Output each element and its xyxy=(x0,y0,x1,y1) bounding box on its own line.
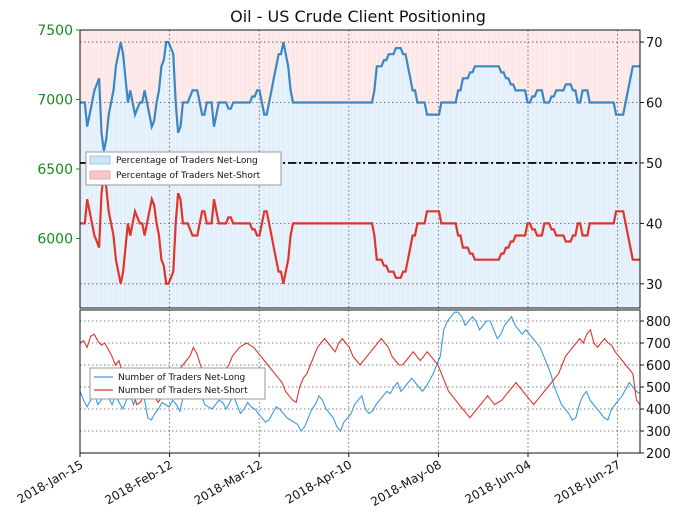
right-tick-label: 40 xyxy=(646,217,663,232)
left-tick-label: 6500 xyxy=(37,162,73,178)
left-tick-label: 6000 xyxy=(37,232,73,248)
x-tick-label: 2018-Jun-27 xyxy=(552,457,623,506)
legend-swatch-net-short xyxy=(89,170,111,180)
left-tick-label: 7500 xyxy=(37,23,73,39)
legend-label-net-long: Percentage of Traders Net-Long xyxy=(116,156,258,166)
bottom-tick-label: 300 xyxy=(646,425,671,440)
bottom-tick-label: 200 xyxy=(646,447,671,462)
x-tick-label: 2018-Jan-15 xyxy=(15,457,86,506)
top-left-axis: 7500 7000 6500 6000 xyxy=(37,23,80,248)
top-panel: 7500 7000 6500 6000 70 60 50 40 30 Percentage o… xyxy=(37,23,663,309)
top-legend: Percentage of Traders Net-Long Percentag… xyxy=(85,151,282,186)
net-long-shading xyxy=(80,42,640,308)
legend-label-net-short: Percentage of Traders Net-Short xyxy=(116,171,261,181)
right-tick-label: 70 xyxy=(646,36,663,51)
series-pct-net-short xyxy=(80,174,640,285)
bottom-legend: Number of Traders Net-Long Number of Tra… xyxy=(89,367,266,400)
series-pct-net-long xyxy=(80,41,640,152)
x-axis: 2018-Jan-15 2018-Feb-12 2018-Mar-12 2018-Ap… xyxy=(15,453,623,509)
x-tick-label: 2018-Feb-12 xyxy=(103,457,176,507)
legend-swatch-net-long xyxy=(89,155,111,165)
top-right-axis: 70 60 50 40 30 xyxy=(640,36,663,293)
bottom-tick-label: 500 xyxy=(646,381,671,396)
top-panel-series xyxy=(80,41,640,285)
right-tick-label: 30 xyxy=(646,278,663,293)
right-tick-label: 60 xyxy=(646,97,663,112)
chart-title: Oil - US Crude Client Positioning xyxy=(230,7,486,26)
bottom-panel: 800 700 600 500 400 300 200 Number of Traders … xyxy=(79,309,671,462)
series-traders-net-long xyxy=(79,311,641,433)
bottom-tick-label: 600 xyxy=(646,359,671,374)
right-tick-label: 50 xyxy=(646,157,663,172)
legend-label-traders-short: Number of Traders Net-Short xyxy=(118,386,248,396)
bottom-tick-label: 700 xyxy=(646,337,671,352)
legend-label-traders-long: Number of Traders Net-Long xyxy=(118,373,245,383)
bottom-tick-label: 400 xyxy=(646,403,671,418)
x-tick-label: 2018-May-08 xyxy=(368,457,443,509)
x-tick-label: 2018-Jun-04 xyxy=(463,457,534,506)
left-tick-label: 7000 xyxy=(37,93,73,109)
x-tick-label: 2018-Apr-10 xyxy=(283,457,354,506)
bottom-right-axis: 800 700 600 500 400 300 200 xyxy=(640,315,671,462)
x-tick-label: 2018-Mar-12 xyxy=(192,457,265,507)
bottom-tick-label: 800 xyxy=(646,315,671,330)
